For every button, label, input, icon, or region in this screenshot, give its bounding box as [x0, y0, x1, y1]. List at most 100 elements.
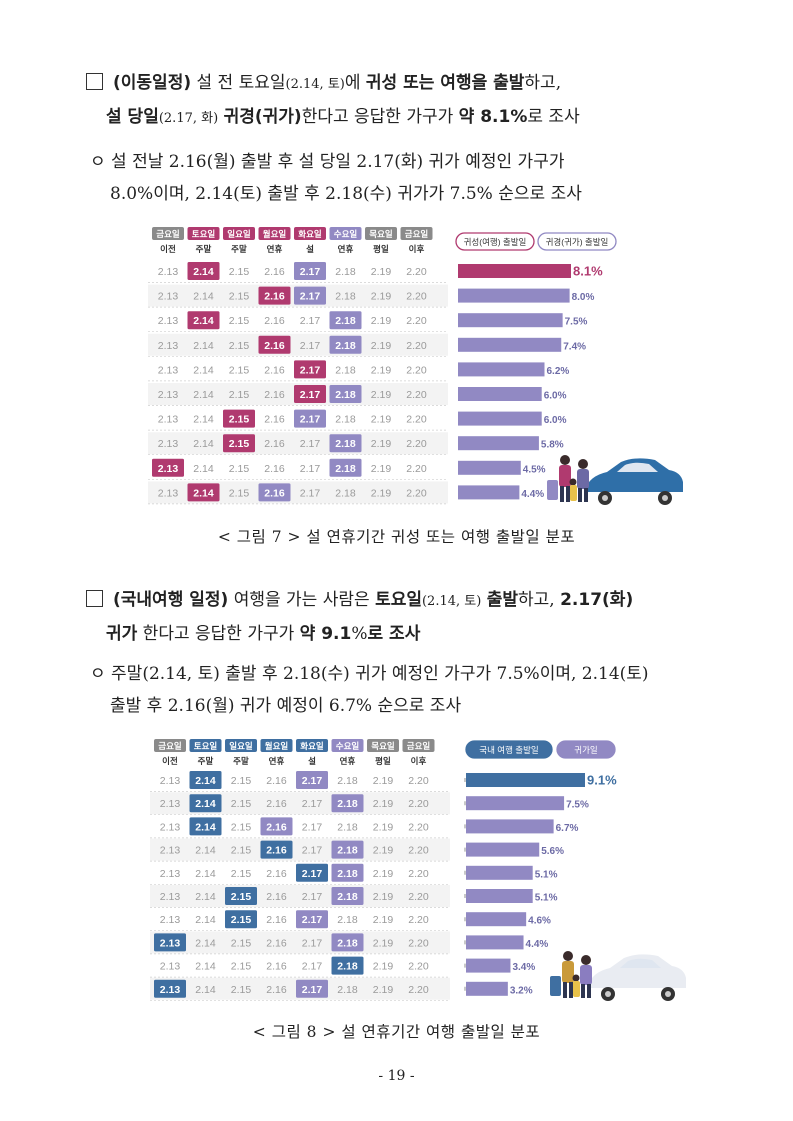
- date-cell: 2.15: [231, 775, 252, 787]
- bar-value-label: 8.1%: [573, 264, 603, 279]
- date-cell-highlight: [189, 817, 222, 836]
- date-cell: 2.18: [335, 389, 356, 401]
- date-cell: 2.14: [193, 414, 214, 426]
- bold-text: 출발: [486, 590, 518, 610]
- bold-text: 약 9.1: [299, 624, 352, 644]
- date-cell-highlight: [225, 910, 257, 929]
- date-cell: 2.20: [406, 315, 427, 327]
- date-cell: 2.15: [231, 868, 252, 880]
- date-cell-highlight: [294, 409, 326, 428]
- bar-value-label: 5.6%: [541, 846, 564, 857]
- date-cell: 2.16: [266, 891, 287, 903]
- section1-sub-line1: ㅇ 설 전날 2.16(월) 출발 후 설 당일 2.17(화) 귀가 예정인 …: [90, 152, 565, 172]
- date-cell: 2.19: [371, 315, 392, 327]
- date-cell: 2.20: [406, 414, 427, 426]
- date-cell-highlight: [329, 335, 362, 354]
- date-cell: 2.16: [264, 438, 285, 450]
- date-cell: 2.17: [302, 868, 323, 880]
- bold-text: 귀가: [106, 624, 138, 644]
- bar-value-label: 4.4%: [526, 939, 549, 950]
- table-row: [150, 815, 450, 838]
- date-cell: 2.15: [229, 364, 250, 376]
- date-cell-highlight: [225, 887, 257, 905]
- table-row: [148, 309, 448, 332]
- person-leg-icon: [581, 984, 585, 998]
- date-cell: 2.19: [373, 891, 394, 903]
- date-cell: 2.15: [229, 266, 250, 278]
- bar: [466, 981, 508, 996]
- header-day-label: 일요일: [229, 741, 253, 751]
- date-cell: 2.16: [264, 340, 285, 352]
- date-cell: 2.16: [264, 291, 285, 303]
- header-period-label: 평일: [375, 756, 391, 766]
- section2-sub-line1: ㅇ 주말(2.14, 토) 출발 후 2.18(수) 귀가 예정인 가구가 7.…: [90, 664, 649, 684]
- date-cell: 2.13: [158, 438, 179, 450]
- date-cell: 2.13: [158, 389, 179, 401]
- date-cell: 2.14: [195, 937, 216, 949]
- date-cell: 2.13: [158, 340, 179, 352]
- date-cell: 2.17: [302, 821, 323, 833]
- person-leg-icon: [587, 984, 591, 998]
- date-cell-highlight: [189, 771, 222, 789]
- header-day-label: 수요일: [336, 741, 360, 751]
- date-cell-highlight: [258, 483, 291, 502]
- date-cell: 2.13: [160, 798, 181, 810]
- header-day-box: [154, 739, 186, 752]
- date-cell: 2.16: [266, 914, 287, 926]
- header-day-box: [365, 227, 397, 240]
- date-cell: 2.16: [264, 463, 285, 475]
- header-period-label: 설: [306, 244, 314, 254]
- date-cell: 2.19: [371, 414, 392, 426]
- date-cell: 2.19: [371, 364, 392, 376]
- date-cell: 2.19: [373, 984, 394, 996]
- table-row: [150, 792, 450, 815]
- date-cell: 2.16: [266, 845, 287, 857]
- date-cell: 2.16: [266, 984, 287, 996]
- date-cell: 2.20: [408, 868, 429, 880]
- date-cell-highlight: [296, 979, 328, 998]
- date-cell: 2.16: [264, 414, 285, 426]
- date-cell: 2.19: [373, 961, 394, 973]
- bar: [466, 958, 511, 973]
- date-cell: 2.17: [300, 438, 321, 450]
- figure8-caption: < 그림 8 > 설 연휴기간 여행 출발일 분포: [252, 1023, 541, 1041]
- date-cell: 2.17: [302, 775, 323, 787]
- date-cell: 2.20: [406, 340, 427, 352]
- date-cell: 2.13: [160, 845, 181, 857]
- date-cell: 2.17: [300, 364, 321, 376]
- date-cell: 2.15: [229, 315, 250, 327]
- header-day-label: 수요일: [334, 229, 358, 239]
- date: (2.17, 화): [158, 111, 219, 126]
- date-cell: 2.16: [264, 389, 285, 401]
- bar: [458, 337, 562, 352]
- header-period-label: 주말: [231, 244, 247, 254]
- date-cell: 2.18: [335, 266, 356, 278]
- date-cell-highlight: [294, 360, 326, 379]
- date-cell-highlight: [294, 262, 326, 280]
- bar: [466, 889, 533, 903]
- legend-pill: [465, 740, 553, 759]
- wheel-hub-icon: [605, 991, 611, 997]
- section2-heading-line1: (국내여행 일정) 여행을 가는 사람은 토요일(2.14, 토) 출발하고, …: [86, 583, 633, 619]
- date-cell: 2.15: [229, 340, 250, 352]
- date-cell-highlight: [294, 286, 326, 305]
- date-cell: 2.16: [266, 961, 287, 973]
- date-cell: 2.18: [335, 364, 356, 376]
- header-day-label: 월요일: [265, 741, 289, 751]
- date-cell: 2.17: [300, 340, 321, 352]
- date-cell: 2.18: [337, 984, 358, 996]
- bar: [466, 796, 565, 811]
- header-day-label: 일요일: [227, 229, 251, 239]
- date-cell-highlight: [331, 933, 364, 952]
- date-cell: 2.19: [373, 914, 394, 926]
- date-cell: 2.19: [373, 845, 394, 857]
- date-cell: 2.20: [406, 463, 427, 475]
- suitcase-icon: [547, 480, 558, 500]
- figure7-caption: < 그림 7 > 설 연휴기간 귀성 또는 여행 출발일 분포: [217, 528, 576, 546]
- date-cell: 2.17: [300, 291, 321, 303]
- wheel-hub-icon: [662, 495, 668, 501]
- header-day-label: 화요일: [298, 229, 322, 239]
- date-cell: 2.17: [300, 315, 321, 327]
- date-cell-highlight: [260, 840, 293, 859]
- date-cell: 2.15: [231, 821, 252, 833]
